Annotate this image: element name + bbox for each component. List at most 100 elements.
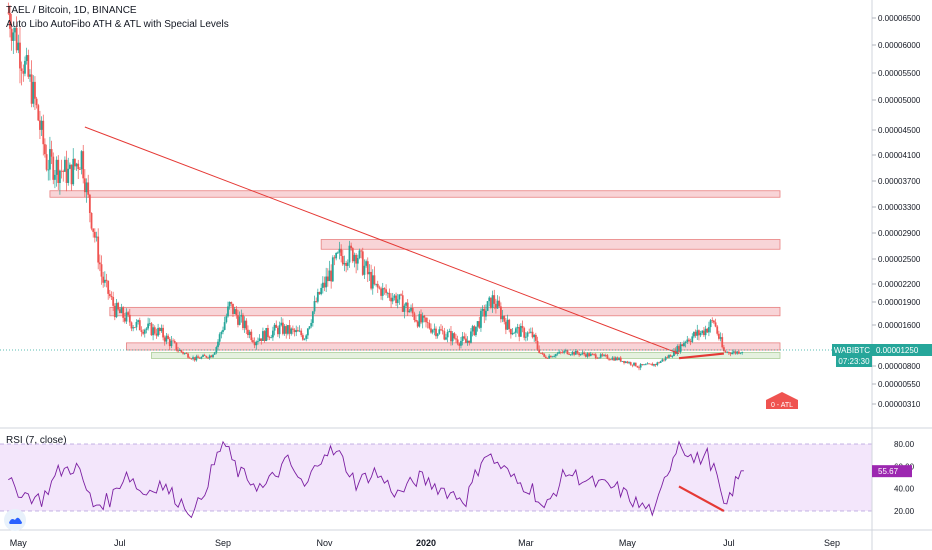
candle-body	[222, 329, 224, 332]
candle-body	[348, 245, 351, 263]
candle-body	[445, 337, 447, 340]
candle-body	[253, 342, 256, 346]
candle-body	[460, 340, 462, 346]
candle-body	[20, 68, 23, 71]
candle-body	[248, 331, 251, 336]
candle-body	[678, 346, 680, 352]
candle-body	[500, 306, 502, 320]
candle-body	[162, 327, 164, 338]
candle-body	[258, 338, 261, 342]
candle-body	[395, 295, 397, 303]
candle-body	[155, 333, 158, 336]
candle-body	[24, 60, 26, 74]
candle-body	[593, 353, 595, 355]
candle-body	[471, 326, 474, 332]
candle-body	[35, 98, 38, 106]
candle-body	[203, 355, 206, 356]
candle-body	[591, 353, 594, 355]
candle-body	[694, 331, 697, 336]
candle-body	[188, 357, 191, 359]
price-tick-label: 0.00006500	[878, 14, 921, 23]
candle-body	[518, 327, 521, 337]
candle-body	[235, 309, 238, 316]
candle-body	[311, 311, 314, 323]
zone-rect	[109, 306, 781, 317]
candle-body	[378, 287, 381, 289]
axis-labels: 0.00006500 0.00006000 0.00005500 0.00005000…	[10, 14, 932, 548]
candle-body	[177, 350, 179, 352]
price-tick-label: 0.00000550	[878, 380, 921, 389]
candle-body	[403, 305, 406, 312]
candle-body	[336, 252, 339, 254]
candle-body	[190, 358, 193, 360]
candle-body	[122, 307, 125, 318]
candle-body	[586, 353, 589, 357]
candle-body	[681, 344, 684, 347]
zone-rect	[126, 342, 781, 351]
candle-body	[606, 355, 609, 359]
candle-body	[381, 288, 384, 296]
candle-body	[468, 340, 471, 343]
candle-body	[341, 255, 344, 265]
candle-body	[727, 351, 730, 354]
candle-body	[83, 178, 86, 193]
price-tick-label: 0.00000310	[878, 400, 921, 409]
candle-body	[330, 270, 333, 282]
candle-body	[415, 320, 417, 322]
candle-body	[59, 170, 61, 183]
candle-body	[138, 320, 141, 331]
candle-body	[153, 327, 156, 334]
time-tick-label: 2020	[416, 538, 436, 548]
candle-body	[473, 326, 476, 336]
candle-body	[709, 320, 712, 328]
candle-body	[639, 364, 642, 368]
candle-body	[411, 307, 414, 314]
price-tick-label: 0.00001900	[878, 298, 921, 307]
candle-body	[338, 248, 341, 253]
candle-body	[93, 231, 96, 238]
price-tick-label: 0.00005500	[878, 69, 921, 78]
candle-body	[227, 306, 229, 317]
candle-body	[351, 248, 354, 262]
candle-body	[7, 12, 10, 14]
candle-body	[102, 276, 105, 283]
candle-body	[485, 310, 487, 317]
candle-body	[68, 164, 71, 169]
candle-body	[42, 120, 45, 145]
candle-body	[708, 327, 710, 333]
candle-body	[713, 320, 715, 323]
candle-body	[654, 364, 657, 366]
drawn-lines	[0, 126, 872, 360]
candle-body	[405, 302, 407, 306]
candle-body	[72, 158, 75, 185]
rsi-band	[0, 444, 872, 511]
candle-body	[376, 283, 379, 288]
candle-body	[321, 282, 324, 288]
candle-body	[534, 334, 537, 341]
candle-body	[634, 362, 637, 367]
candle-body	[624, 361, 627, 363]
cloud-logo-icon[interactable]	[4, 509, 26, 531]
candle-body	[356, 258, 359, 264]
candle-body	[223, 322, 226, 330]
candle-body	[158, 327, 161, 332]
candle-body	[335, 253, 338, 259]
candle-body	[656, 362, 659, 366]
candle-body	[683, 343, 685, 347]
candle-body	[195, 356, 198, 361]
candle-body	[629, 362, 632, 365]
candle-body	[198, 357, 201, 359]
candle-body	[441, 330, 444, 332]
candle-body	[65, 159, 68, 183]
candle-body	[320, 287, 323, 295]
candle-body	[493, 295, 496, 304]
candle-body	[436, 333, 439, 337]
candle-body	[252, 340, 254, 343]
candle-body	[594, 354, 597, 359]
candle-body	[598, 357, 600, 359]
candle-body	[716, 326, 719, 334]
candle-body	[569, 354, 572, 356]
candle-body	[200, 356, 203, 359]
candle-body	[443, 331, 446, 340]
candle-body	[228, 301, 231, 307]
